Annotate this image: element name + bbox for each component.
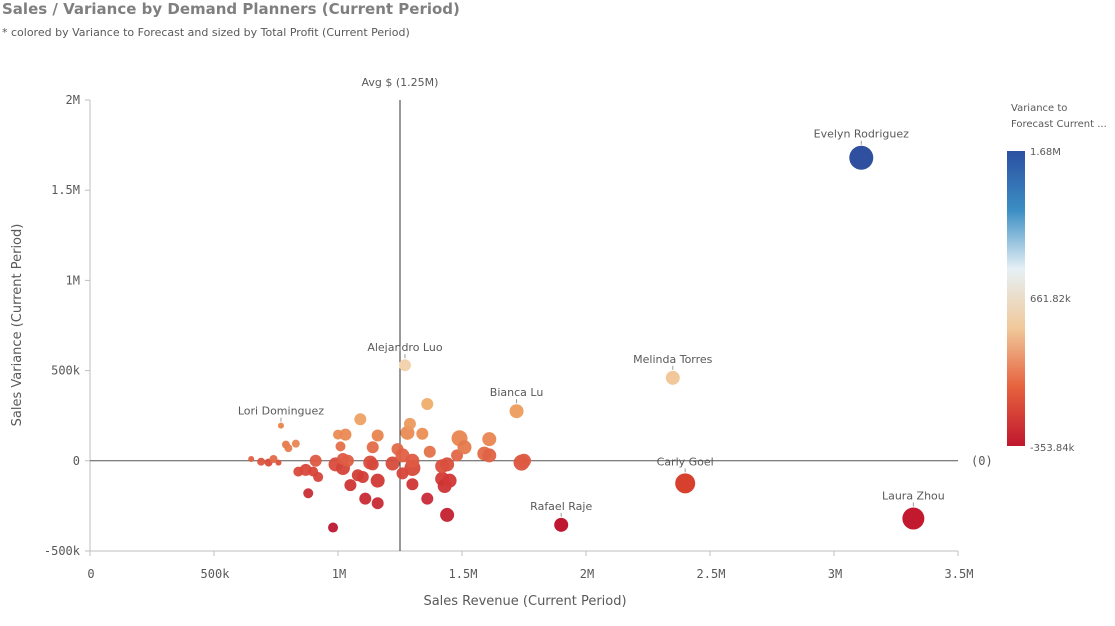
- data-points[interactable]: [248, 145, 925, 533]
- scatter-point[interactable]: [421, 397, 434, 410]
- legend-color-bar: [1007, 151, 1025, 446]
- scatter-point[interactable]: [442, 473, 457, 488]
- scatter-point[interactable]: [482, 448, 497, 463]
- point-label: Alejandro Luo: [367, 341, 443, 354]
- legend-title-line-2: Forecast Current ...: [1011, 119, 1107, 130]
- scatter-point[interactable]: [370, 473, 385, 488]
- y-tick-label: 0: [73, 454, 80, 468]
- legend-title-line-1: Variance to: [1011, 103, 1067, 114]
- chart-title: Sales / Variance by Demand Planners (Cur…: [2, 0, 460, 18]
- scatter-point[interactable]: [423, 445, 436, 458]
- x-axis-title: Sales Revenue (Current Period): [423, 594, 626, 609]
- scatter-point[interactable]: [482, 432, 497, 447]
- x-tick-label: 3.5M: [945, 567, 974, 581]
- axes: 0 500k 1M 1.5M 2M 2.5M 3M 3.5M -500k 0 500k 1M 1.5M 2…: [44, 93, 974, 581]
- chart-subtitle: * colored by Variance to Forecast and si…: [2, 26, 410, 39]
- point-labels: Evelyn Rodriguez Melinda Torres Alejandro …: [238, 128, 945, 517]
- scatter-point[interactable]: [354, 413, 367, 426]
- point-label: Laura Zhou: [882, 490, 945, 503]
- legend-max-label: 1.68M: [1030, 147, 1061, 158]
- y-tick-label: -500k: [44, 544, 81, 558]
- scatter-point-labeled[interactable]: [675, 473, 696, 494]
- x-tick-label: 3M: [828, 567, 842, 581]
- scatter-point[interactable]: [284, 444, 293, 453]
- scatter-point[interactable]: [440, 457, 455, 472]
- scatter-point[interactable]: [275, 459, 282, 466]
- scatter-point[interactable]: [421, 492, 434, 505]
- avg-reference-label: Avg $ (1.25M): [362, 76, 439, 89]
- scatter-point[interactable]: [385, 456, 400, 471]
- color-legend: Variance to Forecast Current ... 1.68M 6…: [1007, 103, 1107, 454]
- scatter-point[interactable]: [257, 457, 266, 466]
- scatter-point[interactable]: [371, 429, 384, 442]
- scatter-point-labeled[interactable]: [277, 422, 284, 429]
- y-tick-label: 1.5M: [51, 183, 80, 197]
- scatter-point[interactable]: [517, 453, 531, 468]
- scatter-point[interactable]: [405, 453, 420, 468]
- point-label: Lori Dominguez: [238, 405, 324, 418]
- scatter-point-labeled[interactable]: [902, 507, 925, 530]
- point-label: Melinda Torres: [633, 353, 713, 366]
- scatter-point[interactable]: [291, 439, 300, 448]
- scatter-point[interactable]: [309, 454, 322, 467]
- scatter-point[interactable]: [341, 454, 354, 467]
- x-tick-label: 0: [87, 567, 94, 581]
- scatter-point[interactable]: [248, 455, 255, 462]
- y-tick-label: 500k: [51, 364, 81, 378]
- scatter-point[interactable]: [339, 428, 352, 441]
- scatter-point[interactable]: [303, 488, 314, 499]
- scatter-point-labeled[interactable]: [849, 145, 874, 170]
- scatter-point[interactable]: [406, 478, 419, 491]
- scatter-point[interactable]: [366, 458, 379, 471]
- point-label: Evelyn Rodriguez: [814, 128, 909, 141]
- scatter-point[interactable]: [457, 440, 472, 455]
- scatter-point[interactable]: [371, 497, 384, 510]
- scatter-point[interactable]: [356, 471, 369, 484]
- legend-mid-label: 661.82k: [1030, 294, 1071, 305]
- x-tick-label: 2.5M: [697, 567, 726, 581]
- x-tick-label: 500k: [201, 567, 231, 581]
- zero-reference-label: (0): [971, 454, 993, 468]
- legend-min-label: -353.84k: [1030, 443, 1075, 454]
- scatter-point[interactable]: [440, 507, 455, 522]
- y-axis-title: Sales Variance (Current Period): [10, 224, 25, 427]
- scatter-point[interactable]: [344, 479, 357, 492]
- scatter-point-labeled[interactable]: [398, 359, 411, 372]
- x-tick-label: 1.5M: [449, 567, 478, 581]
- scatter-point[interactable]: [269, 454, 278, 463]
- scatter-point[interactable]: [416, 427, 429, 440]
- scatter-point-labeled[interactable]: [554, 517, 569, 532]
- scatter-point[interactable]: [366, 441, 379, 454]
- scatter-point-labeled[interactable]: [665, 370, 680, 385]
- scatter-point[interactable]: [313, 472, 324, 483]
- scatter-point-labeled[interactable]: [509, 404, 524, 419]
- scatter-point[interactable]: [328, 522, 339, 533]
- point-label: Bianca Lu: [490, 386, 544, 399]
- point-label: Rafael Raje: [530, 500, 592, 513]
- x-tick-label: 1M: [332, 567, 346, 581]
- point-label: Carly Goel: [657, 455, 714, 468]
- x-tick-label: 2M: [580, 567, 594, 581]
- y-tick-label: 1M: [66, 273, 80, 287]
- y-tick-label: 2M: [66, 93, 80, 107]
- scatter-point[interactable]: [359, 492, 372, 505]
- scatter-point[interactable]: [403, 417, 416, 430]
- scatter-point[interactable]: [335, 441, 346, 452]
